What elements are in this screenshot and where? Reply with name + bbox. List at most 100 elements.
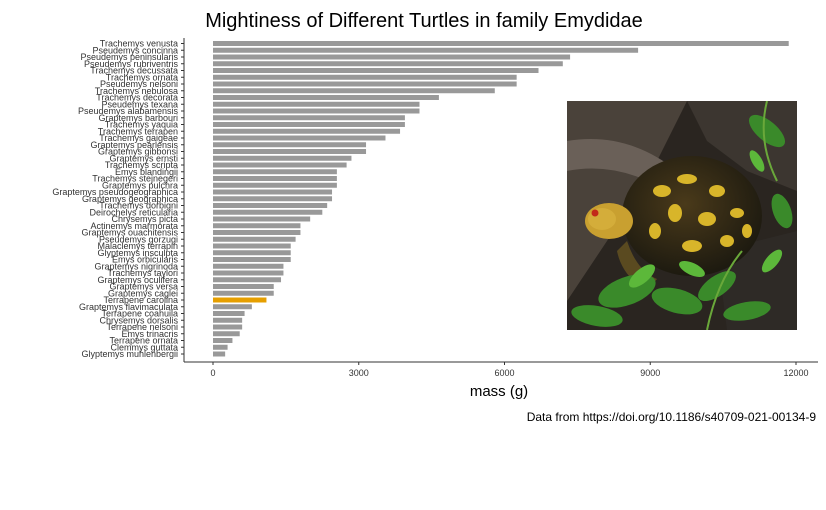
bar xyxy=(213,162,347,168)
category-label: Pseudemys concinna xyxy=(92,45,178,55)
bar xyxy=(213,344,228,350)
bar xyxy=(213,331,240,337)
bar xyxy=(213,297,267,303)
bar xyxy=(213,270,284,276)
bar xyxy=(213,236,296,242)
bar xyxy=(213,142,367,148)
category-label: Graptemys geographica xyxy=(82,194,178,204)
chart-title: Mightiness of Different Turtles in famil… xyxy=(205,10,643,32)
bar xyxy=(213,149,367,154)
bar xyxy=(213,182,337,188)
category-label: Graptemys ernsti xyxy=(109,153,178,163)
bar xyxy=(213,169,337,175)
category-label: Graptemys flavimaculata xyxy=(79,302,178,312)
x-tick-label: 6000 xyxy=(494,368,514,378)
category-label: Chrysemys dorsalis xyxy=(99,315,178,325)
category-label: Graptemys caglei xyxy=(108,288,178,298)
category-label: Emys trinacris xyxy=(121,329,178,339)
bar xyxy=(213,250,291,256)
category-label: Deirochelys reticularia xyxy=(89,207,178,217)
category-label: Terrapene carolina xyxy=(103,295,178,305)
bar xyxy=(213,230,301,235)
bar xyxy=(213,196,333,202)
category-label: Glyptemys muhlenbergii xyxy=(81,349,178,359)
bar xyxy=(213,155,352,161)
category-label: Trachemys ornata xyxy=(106,72,178,82)
category-label: Trachemys stejnegeri xyxy=(92,174,178,184)
bar xyxy=(213,88,495,94)
category-label: Graptemys pseudogeographica xyxy=(52,187,178,197)
category-label: Trachemys decorata xyxy=(96,93,178,103)
bar xyxy=(213,338,233,343)
category-label: Graptemys nigrinoda xyxy=(94,261,178,271)
bar xyxy=(213,54,571,60)
bar xyxy=(213,176,337,181)
category-label: Pseudemys nelsoni xyxy=(100,79,178,89)
bar xyxy=(213,263,284,269)
category-label: Trachemys nebulosa xyxy=(95,86,178,96)
bar xyxy=(213,257,291,262)
bar xyxy=(213,351,226,357)
box-turtle-photo xyxy=(567,101,797,330)
bar xyxy=(213,284,274,289)
x-tick-label: 3000 xyxy=(349,368,369,378)
bar xyxy=(213,209,323,215)
category-label: Graptemys gibbonsi xyxy=(98,147,178,157)
bar xyxy=(213,324,243,330)
category-label: Trachemys dorbigni xyxy=(99,201,178,211)
category-label: Pseudemys peninsularis xyxy=(80,52,178,62)
category-label: Pseudemys rubriventris xyxy=(84,59,179,69)
category-label: Terrapene coahuila xyxy=(101,309,178,319)
category-label: Actinemys marmorata xyxy=(90,221,178,231)
x-axis-title: mass (g) xyxy=(470,383,528,400)
bar xyxy=(213,304,252,310)
category-label: Emys blandingii xyxy=(115,167,178,177)
bar xyxy=(213,108,420,114)
category-label: Graptemys oculifera xyxy=(97,275,178,285)
category-label: Trachemys terrapen xyxy=(98,126,178,136)
bar xyxy=(213,68,539,73)
bar xyxy=(213,243,291,249)
bar xyxy=(213,290,274,296)
category-label: Malaclemys terrapin xyxy=(97,241,178,251)
bar xyxy=(213,81,517,87)
bar xyxy=(213,128,401,134)
bar xyxy=(213,311,245,316)
bar xyxy=(213,216,311,222)
bar xyxy=(213,95,439,100)
bar xyxy=(213,41,789,46)
category-label: Graptemys pulchra xyxy=(102,180,178,190)
x-tick-label: 0 xyxy=(210,368,215,378)
bar xyxy=(213,122,405,127)
category-label: Pseudemys alabamensis xyxy=(78,106,179,116)
bar xyxy=(213,223,301,229)
category-label: Chrysemys picta xyxy=(111,214,178,224)
bar xyxy=(213,47,639,53)
bar xyxy=(213,115,405,121)
bar xyxy=(213,189,333,195)
bar xyxy=(213,277,282,283)
bars-group xyxy=(213,41,789,357)
bar xyxy=(213,135,386,141)
category-label: Terrapene ornata xyxy=(109,336,178,346)
x-tick-label: 12000 xyxy=(783,368,808,378)
category-label: Trachemys scripta xyxy=(105,160,178,170)
category-label: Pseudemys texana xyxy=(101,99,178,109)
category-label: Graptemys versa xyxy=(109,282,178,292)
category-label: Pseudemys gorzugi xyxy=(99,234,178,244)
category-label: Trachemys gaigeae xyxy=(99,133,178,143)
bar xyxy=(213,61,563,67)
x-ticks: 0 3000 6000 9000 12000 xyxy=(210,362,809,378)
bar xyxy=(213,317,243,323)
chart-caption: Data from https://doi.org/10.1186/s40709… xyxy=(527,410,817,424)
x-tick-label: 9000 xyxy=(640,368,660,378)
category-label: Trachemys yaquia xyxy=(105,120,178,130)
category-label: Trachemys taylori xyxy=(107,268,178,278)
category-label: Terrapene nelsoni xyxy=(106,322,178,332)
category-label: Graptemys ouachitensis xyxy=(81,228,178,238)
category-label: Emys orbicularis xyxy=(112,255,179,265)
category-label: Trachemys venusta xyxy=(100,39,178,49)
category-label: Graptemys barbouri xyxy=(98,113,178,123)
